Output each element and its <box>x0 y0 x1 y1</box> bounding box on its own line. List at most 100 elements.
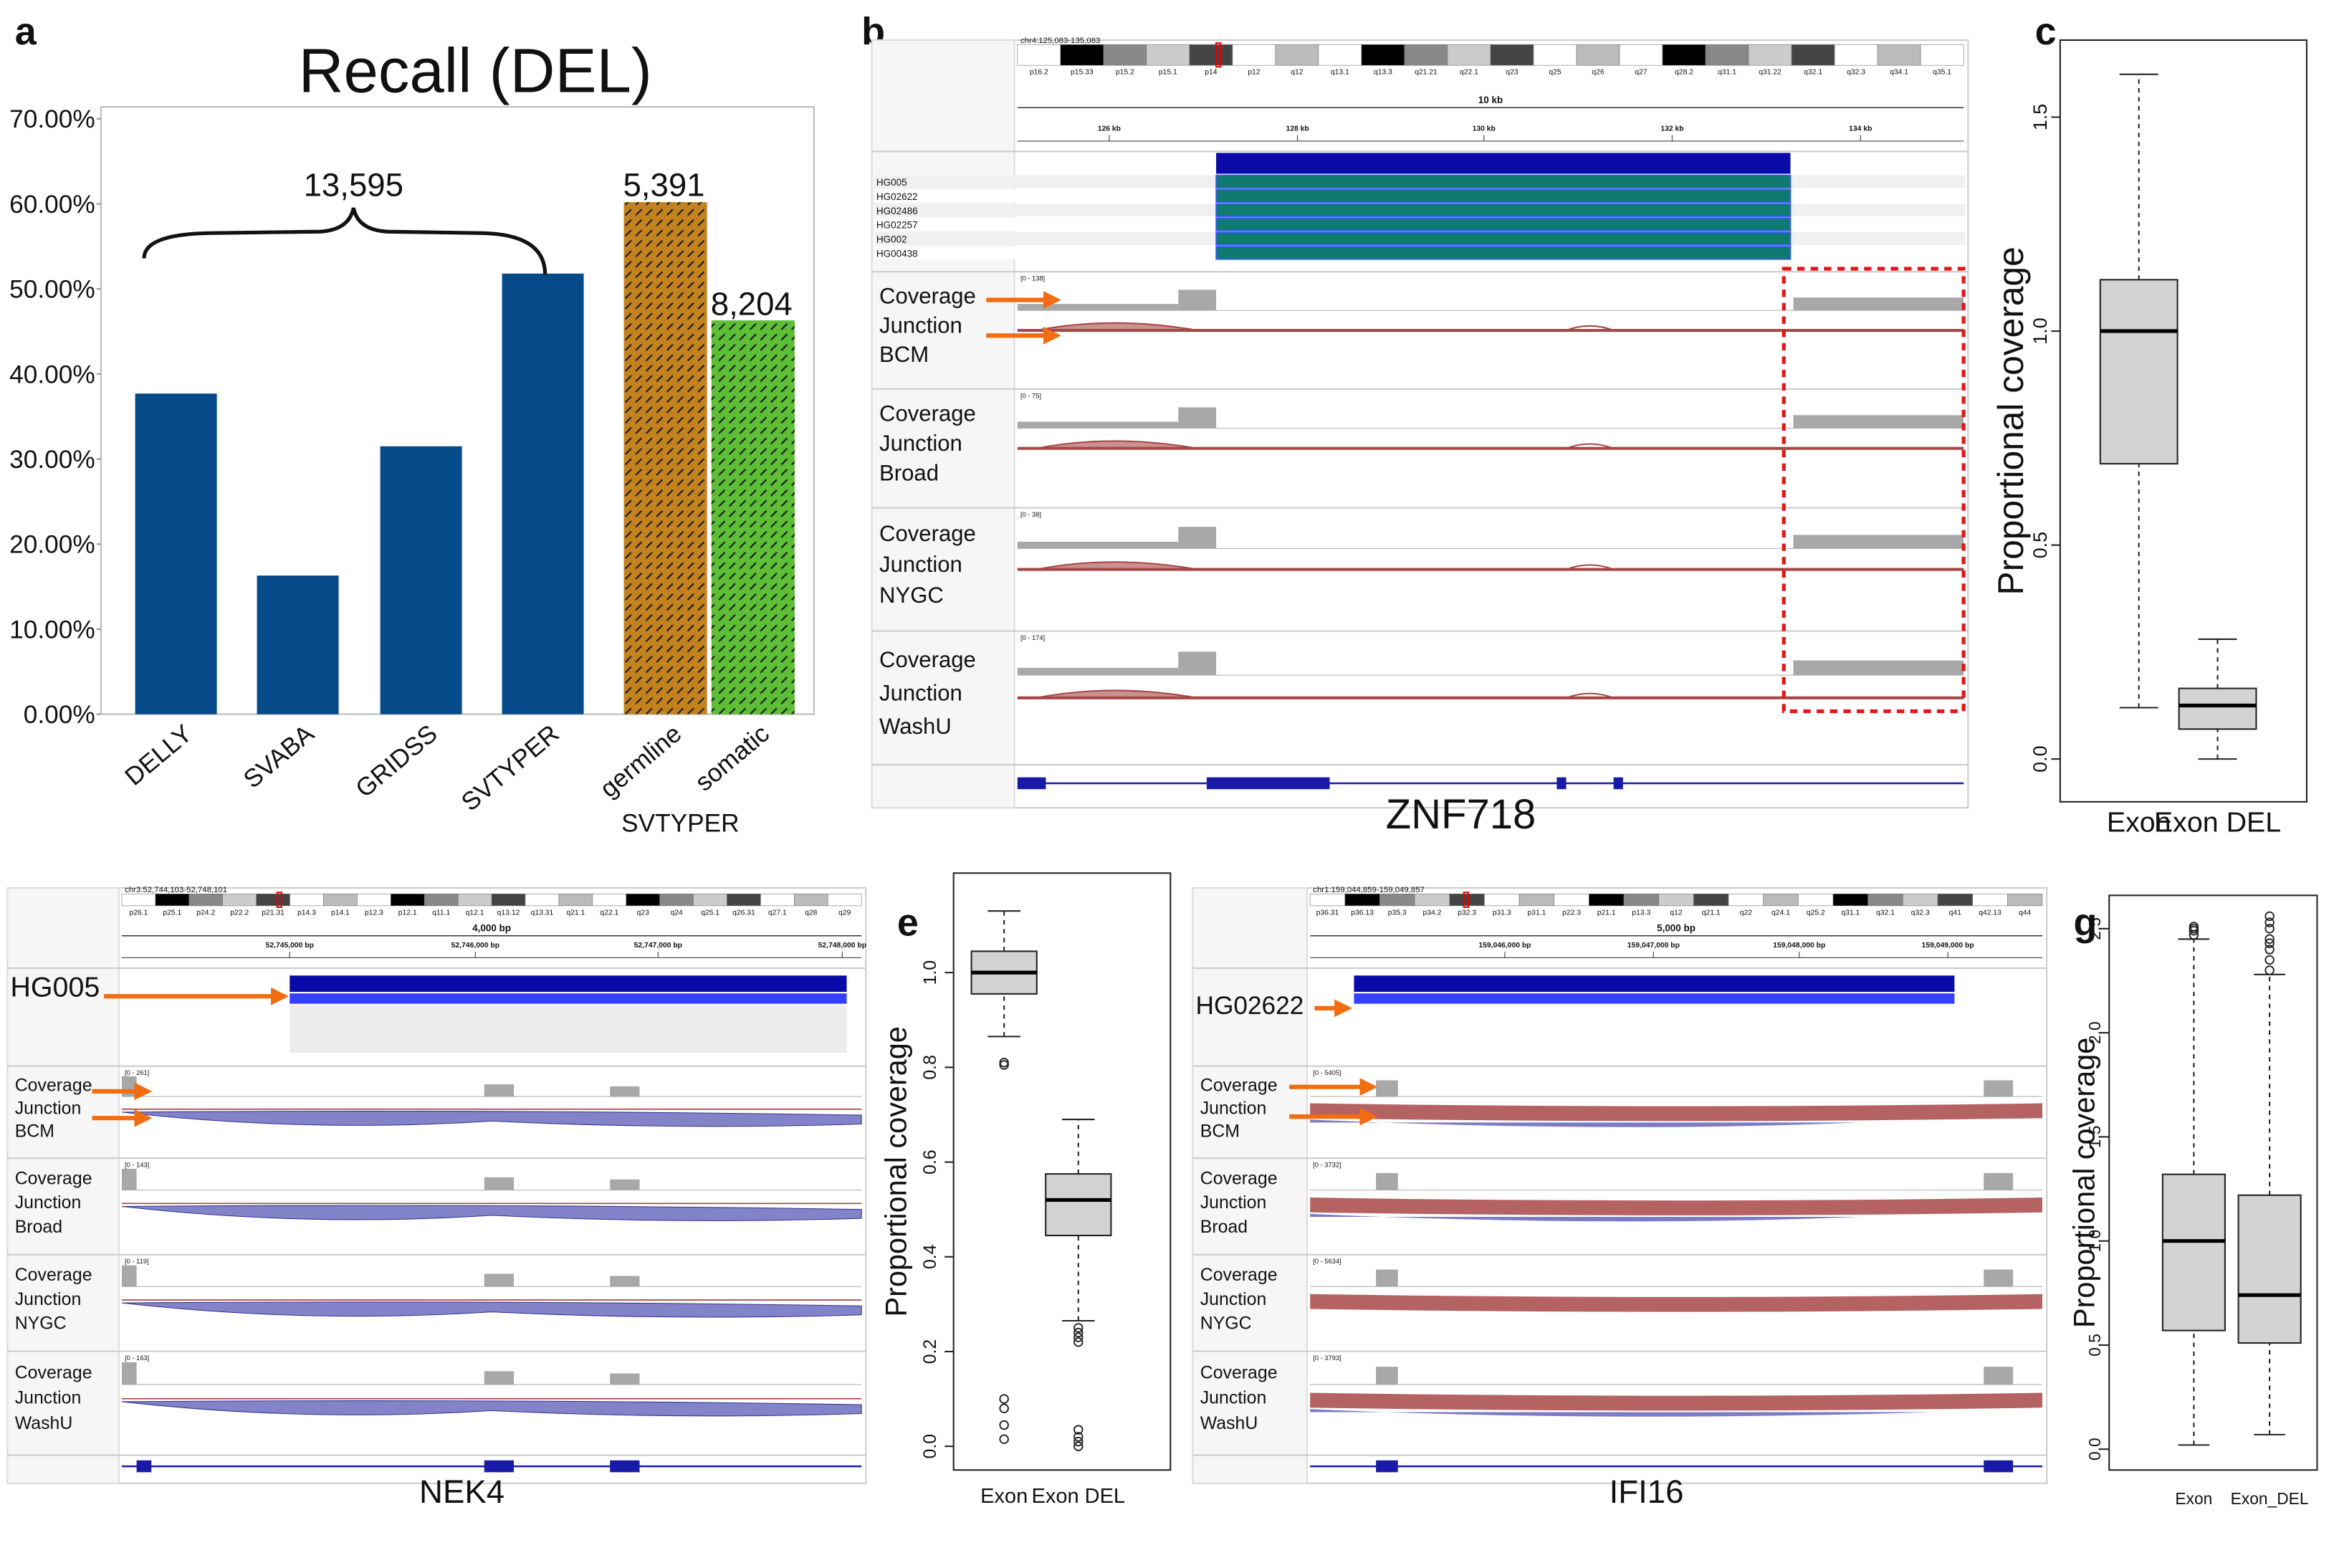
ruler-scale: 5,000 bp <box>1657 923 1696 934</box>
track-label: Junction <box>1200 1388 1267 1408</box>
y-tick-label: 1.5 <box>2029 104 2051 130</box>
track-label: WashU <box>879 714 952 739</box>
cytoband-label: p14.1 <box>331 909 350 917</box>
cytoband <box>1275 44 1319 66</box>
plot-frame <box>2059 39 2308 803</box>
cytoband-label: q28.2 <box>1675 69 1693 77</box>
cytoband <box>424 894 459 907</box>
y-tick-label: 60.00% <box>9 191 95 219</box>
track-range: [0 - 138] <box>1020 275 1045 282</box>
locus: chr4:125,083-135,083 <box>1020 37 1100 45</box>
name-column <box>6 887 120 1484</box>
cytoband-label: q21.1 <box>566 909 585 917</box>
cytoband <box>1576 44 1620 66</box>
coverage <box>1984 1080 2014 1097</box>
junction-band <box>1310 1197 2042 1215</box>
cytoband <box>1189 44 1233 66</box>
junction-band <box>1310 1294 2042 1312</box>
cytoband-label: p13.3 <box>1632 909 1650 917</box>
cytoband <box>1763 894 1799 907</box>
cytoband <box>1693 894 1729 907</box>
track-label: BCM <box>15 1122 54 1142</box>
junction-band <box>121 1205 862 1221</box>
cytoband <box>390 894 425 907</box>
cytoband-label: q25 <box>1549 69 1562 77</box>
feature <box>1216 153 1791 174</box>
y-tick-label: 0.4 <box>920 1244 940 1269</box>
cytoband <box>1344 894 1380 907</box>
cytoband-label: q44 <box>2019 909 2032 917</box>
cytoband-label: q21.1 <box>1702 909 1721 917</box>
cytoband-label: q25.1 <box>701 909 719 917</box>
cytoband-label: q26.31 <box>732 909 755 917</box>
cytoband <box>491 894 526 907</box>
outlier <box>2265 965 2275 975</box>
coverage <box>1984 1367 2014 1385</box>
track-label: Coverage <box>879 401 976 426</box>
y-tick-label: 20.00% <box>9 531 95 559</box>
outlier <box>1073 1425 1084 1435</box>
x-tick-label: Exon <box>2107 806 2171 838</box>
track-label: Coverage <box>879 283 976 308</box>
cytoband <box>256 894 290 907</box>
track-range: [0 - 261] <box>125 1069 149 1076</box>
coverage <box>1376 1080 1398 1097</box>
panel-letter: g <box>2073 901 2097 944</box>
track-label: Coverage <box>15 1169 92 1189</box>
junction-arc <box>1036 561 1197 570</box>
highlight-box <box>1782 267 1966 714</box>
track-label: WashU <box>1200 1413 1258 1433</box>
track-label: NYGC <box>879 583 944 608</box>
cytoband-label: q32.1 <box>1876 909 1895 917</box>
track-label: Broad <box>15 1217 62 1237</box>
track-label: Coverage <box>1200 1265 1278 1285</box>
ruler-tick-label: 132 kb <box>1660 125 1683 133</box>
cytoband-label: p35.3 <box>1388 909 1407 917</box>
cytoband-label: q26 <box>1592 69 1605 77</box>
bar <box>135 393 217 714</box>
y-tick-label: 0.0 <box>2029 745 2051 772</box>
junction-band-2 <box>1310 1119 1860 1127</box>
locus: chr3:52,744,103-52,748,101 <box>125 886 227 894</box>
cytoband-label: q32.3 <box>1911 909 1930 917</box>
cytoband <box>1232 44 1276 66</box>
y-tick-label: 2.0 <box>2085 1021 2104 1044</box>
cytoband-label: p14.3 <box>297 909 316 917</box>
outlier <box>1073 1432 1084 1442</box>
ruler-tick-label: 159,047,000 bp <box>1627 942 1680 950</box>
sample-feature <box>1215 231 1792 246</box>
outlier <box>2265 917 2275 927</box>
outlier <box>1073 1441 1084 1451</box>
cytoband <box>222 894 257 907</box>
bar <box>380 446 462 714</box>
outlier <box>2265 945 2275 955</box>
junction-arc <box>1036 689 1197 699</box>
coverage <box>610 1086 640 1097</box>
ruler-tick-label: 134 kb <box>1849 125 1872 133</box>
ruler-tick-label: 52,748,000 bp <box>818 942 866 950</box>
gene-name: IFI16 <box>1610 1473 1684 1510</box>
bar-hatch <box>623 202 707 714</box>
name-column <box>871 39 1015 809</box>
track-label: NYGC <box>1200 1314 1252 1334</box>
coverage <box>610 1276 640 1287</box>
bar-hatch <box>711 320 795 714</box>
ideogram-marker <box>1215 42 1222 68</box>
cytoband-label: q27.1 <box>768 909 787 917</box>
track-label: Junction <box>1200 1289 1267 1309</box>
track-label: BCM <box>1200 1122 1240 1142</box>
cytoband-label: p22.3 <box>1562 909 1581 917</box>
sample-name: HG005 <box>876 177 907 188</box>
cytoband-label: p34.2 <box>1422 909 1441 917</box>
cytoband <box>1662 44 1706 66</box>
cytoband-label: p12.3 <box>365 909 383 917</box>
track-range: [0 - 5634] <box>1313 1258 1341 1265</box>
coverage <box>1178 407 1217 429</box>
outlier <box>999 1403 1009 1414</box>
feature-sub <box>1354 993 1955 1004</box>
cytoband-label: q31.1 <box>1718 69 1736 77</box>
cytoband <box>1309 894 1346 907</box>
cytoband-label: q11.1 <box>432 909 450 917</box>
gene-name: ZNF718 <box>1386 791 1536 838</box>
x-tick-label: Exon <box>980 1485 1028 1508</box>
